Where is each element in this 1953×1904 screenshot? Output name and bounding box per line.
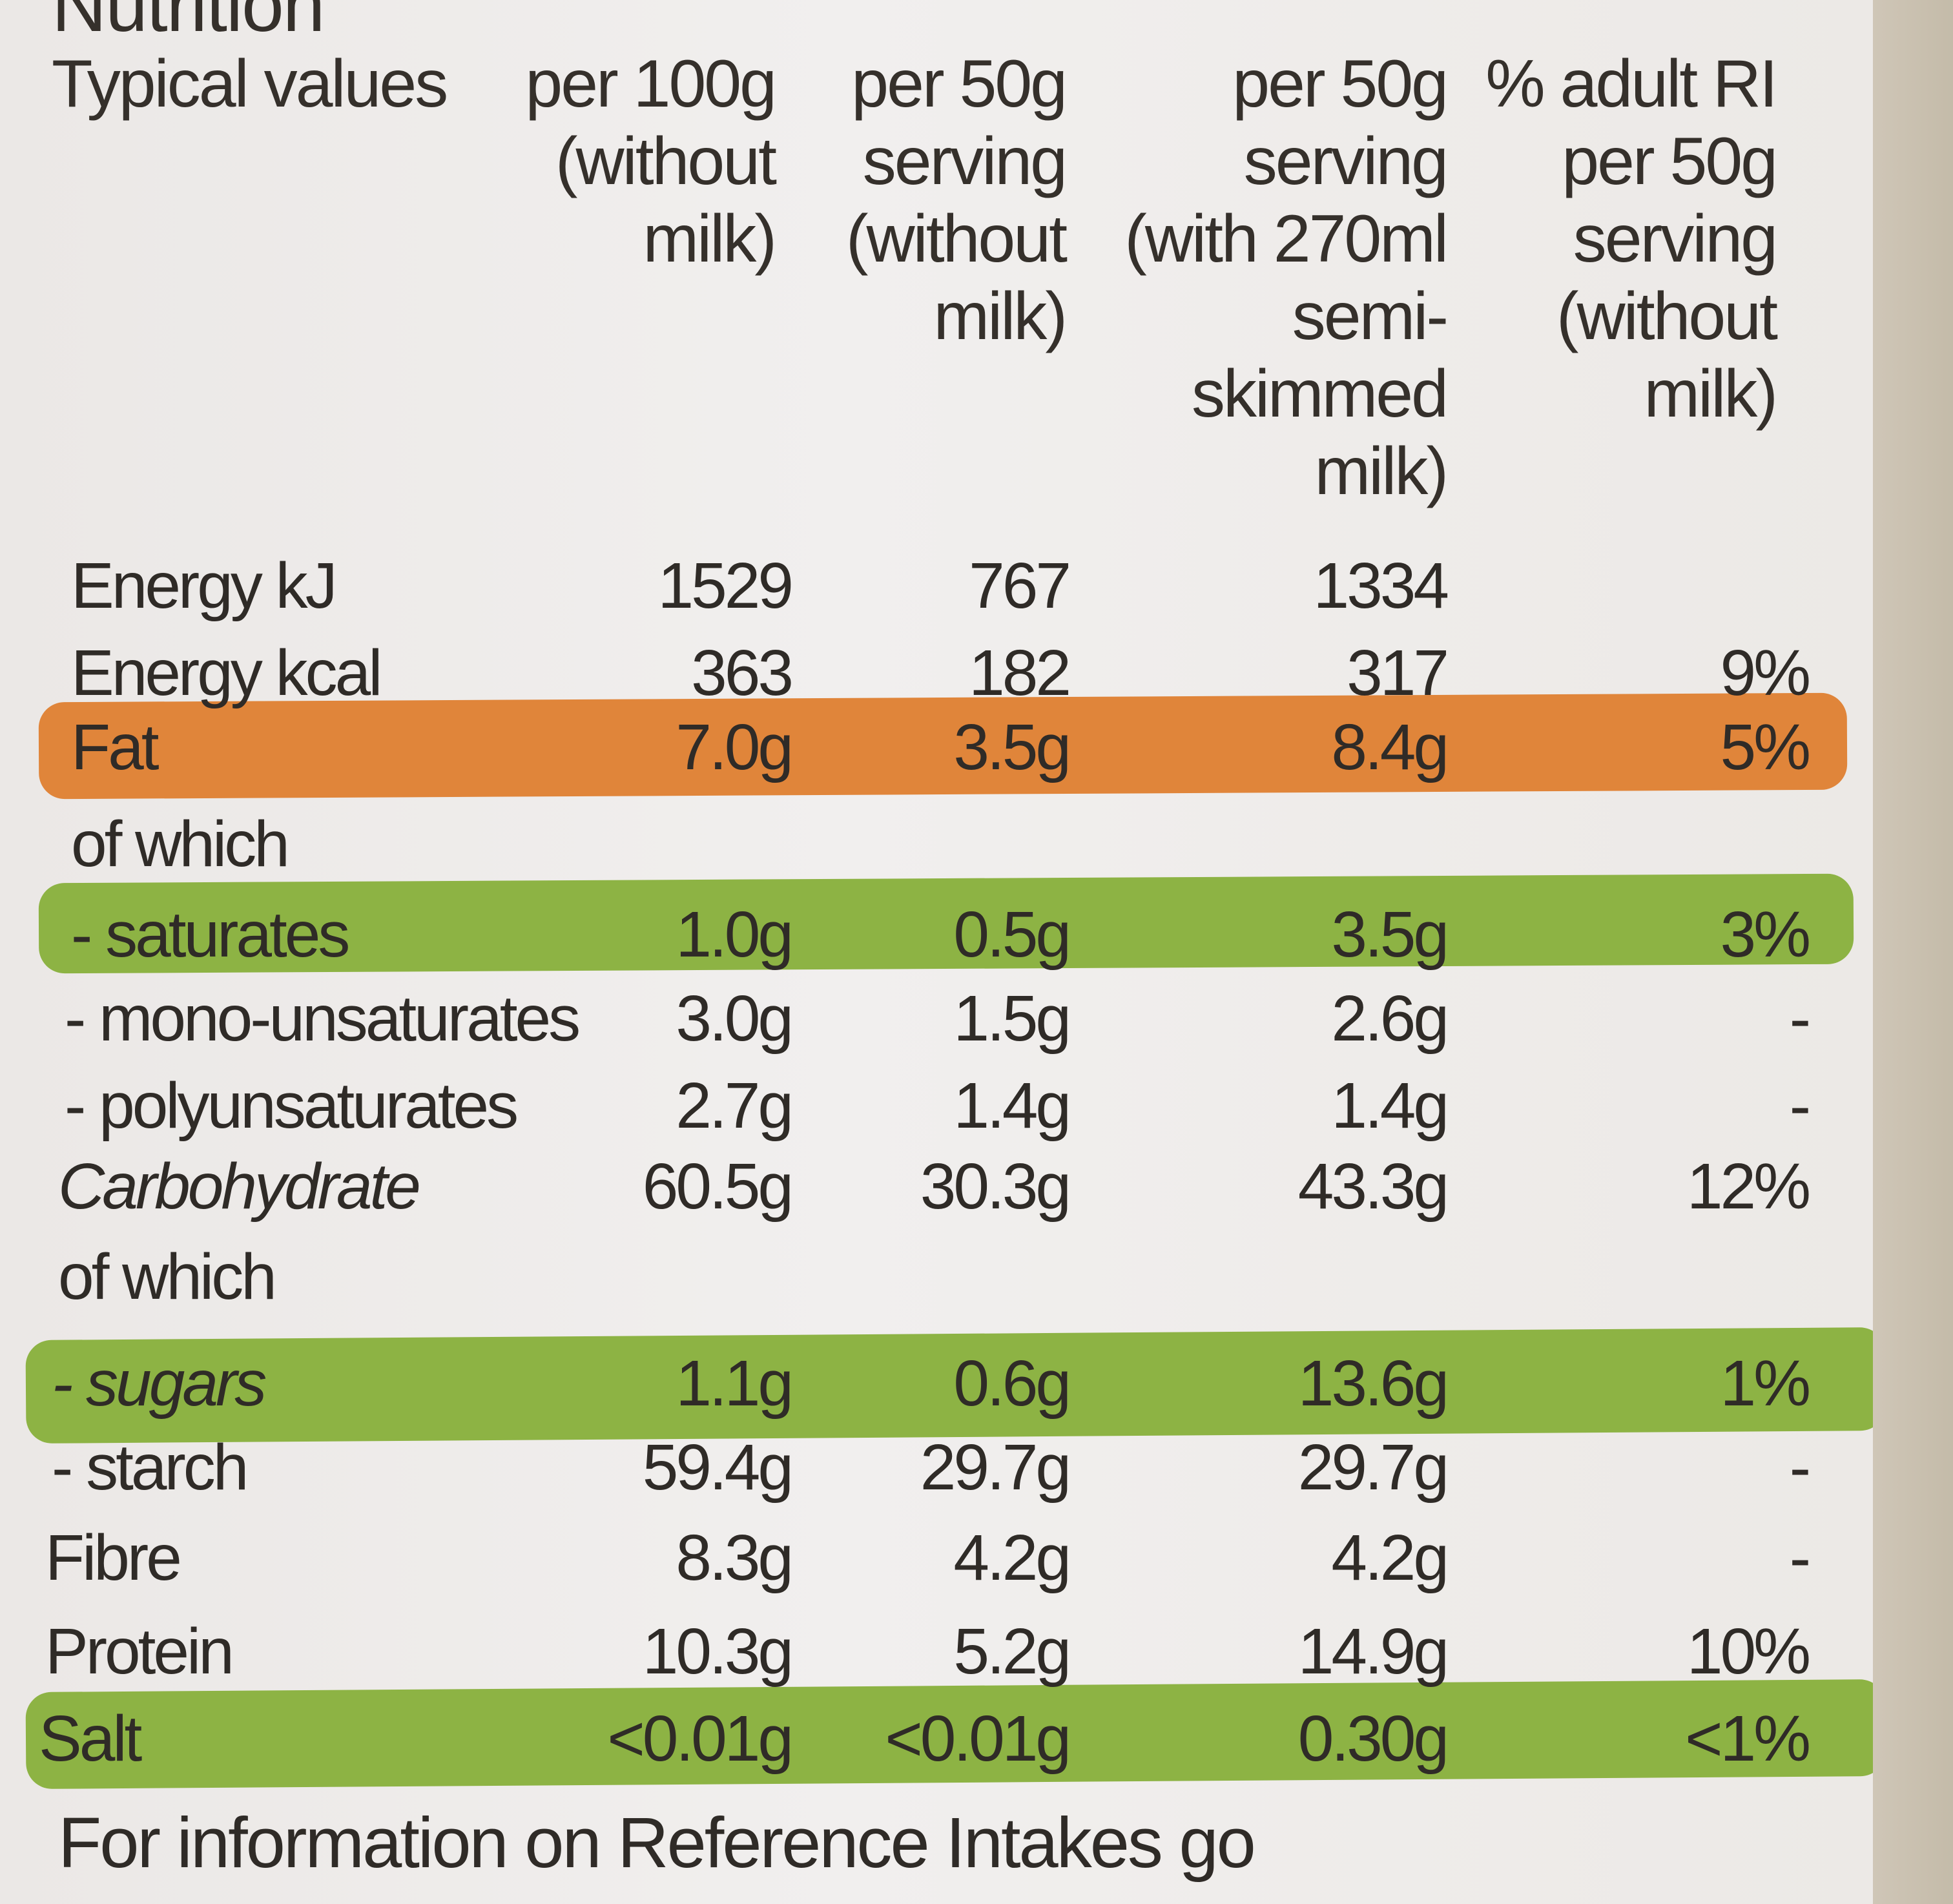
table-row: of which (0, 807, 1873, 885)
value-adult-ri: 5% (1720, 711, 1811, 783)
row-name: - saturates (71, 898, 350, 971)
row-name: of which (71, 808, 290, 880)
value-per-50g-with-milk: 14.9g (1297, 1615, 1449, 1688)
value-per-100g: 60.5g (642, 1150, 794, 1223)
table-row: Fat 7.0g 3.5g 8.4g 5% (0, 710, 1873, 788)
value-per-50g-with-milk: 317 (1347, 637, 1449, 709)
value-per-100g: 8.3g (676, 1522, 794, 1594)
value-per-50g-with-milk: 3.5g (1331, 898, 1449, 971)
header-per-100g: per 100g (without milk) (525, 47, 777, 276)
value-per-50g: <0.01g (885, 1702, 1071, 1775)
value-per-50g: 1.5g (953, 982, 1071, 1055)
row-name: Fat (71, 711, 159, 783)
row-name: - mono-unsaturates (65, 982, 581, 1055)
value-per-50g-with-milk: 43.3g (1297, 1150, 1449, 1223)
value-adult-ri: 9% (1720, 637, 1811, 709)
value-per-100g: 1.0g (676, 898, 794, 971)
value-per-50g: 182 (969, 637, 1071, 709)
value-per-50g-with-milk: 29.7g (1297, 1431, 1449, 1504)
background-surface (1873, 0, 1953, 1904)
value-per-50g: 4.2g (953, 1522, 1071, 1594)
value-per-50g-with-milk: 2.6g (1331, 982, 1449, 1055)
value-adult-ri: - (1789, 1431, 1811, 1504)
value-adult-ri: - (1789, 1070, 1811, 1142)
table-row: - starch 59.4g 29.7g 29.7g - (0, 1431, 1873, 1508)
table-row: of which (0, 1240, 1873, 1318)
header-per-50g-with-milk: per 50g serving (with 270ml semi- skimme… (1124, 47, 1449, 509)
value-per-50g: 0.5g (953, 898, 1071, 971)
value-adult-ri: 12% (1686, 1150, 1811, 1223)
value-per-100g: 7.0g (676, 711, 794, 783)
value-per-50g: 29.7g (920, 1431, 1071, 1504)
row-name: of which (58, 1241, 277, 1313)
value-per-50g: 0.6g (953, 1347, 1071, 1420)
value-adult-ri: <1% (1685, 1702, 1811, 1775)
value-adult-ri: 10% (1686, 1615, 1811, 1688)
value-per-100g: 3.0g (676, 982, 794, 1055)
value-per-100g: <0.01g (607, 1702, 794, 1775)
nutrition-label: Nutrition Typical values per 100g (witho… (0, 0, 1886, 1904)
value-per-100g: 1.1g (676, 1347, 794, 1420)
header-per-50g-serving: per 50g serving (without milk) (845, 47, 1068, 354)
row-name: Carbohydrate (58, 1150, 421, 1223)
value-per-50g-with-milk: 1334 (1313, 550, 1449, 622)
value-per-50g-with-milk: 4.2g (1331, 1522, 1449, 1594)
value-adult-ri: - (1789, 1522, 1811, 1594)
value-per-50g: 767 (969, 550, 1071, 622)
table-row: Salt <0.01g <0.01g 0.30g <1% (0, 1702, 1873, 1779)
value-adult-ri: 1% (1720, 1347, 1811, 1420)
table-row: Energy kcal 363 182 317 9% (0, 636, 1873, 714)
value-per-50g: 3.5g (953, 711, 1071, 783)
row-name: Protein (45, 1615, 234, 1688)
value-per-50g-with-milk: 0.30g (1297, 1702, 1449, 1775)
row-name: - sugars (52, 1347, 267, 1420)
table-row: - sugars 1.1g 0.6g 13.6g 1% (0, 1347, 1873, 1424)
value-per-100g: 1529 (657, 550, 794, 622)
table-row: - polyunsaturates 2.7g 1.4g 1.4g - (0, 1069, 1873, 1146)
value-per-100g: 363 (691, 637, 794, 709)
value-per-50g-with-milk: 1.4g (1331, 1070, 1449, 1142)
reference-intakes-note: For information on Reference Intakes go (58, 1803, 1256, 1883)
value-adult-ri: - (1789, 982, 1811, 1055)
value-per-50g: 5.2g (953, 1615, 1071, 1688)
row-name: - polyunsaturates (65, 1070, 519, 1142)
table-row: Energy kJ 1529 767 1334 (0, 549, 1873, 626)
value-per-100g: 10.3g (642, 1615, 794, 1688)
value-per-50g: 30.3g (920, 1150, 1071, 1223)
value-per-50g-with-milk: 8.4g (1331, 711, 1449, 783)
table-row: - mono-unsaturates 3.0g 1.5g 2.6g - (0, 982, 1873, 1059)
value-per-50g: 1.4g (953, 1070, 1071, 1142)
row-name: Fibre (45, 1522, 182, 1594)
row-name: - starch (52, 1431, 249, 1504)
value-adult-ri: 3% (1720, 898, 1811, 971)
nutrition-title: Nutrition (52, 0, 325, 48)
row-name: Energy kJ (71, 550, 338, 622)
table-row: Carbohydrate 60.5g 30.3g 43.3g 12% (0, 1150, 1873, 1227)
value-per-50g-with-milk: 13.6g (1297, 1347, 1449, 1420)
table-row: Fibre 8.3g 4.2g 4.2g - (0, 1521, 1873, 1599)
header-typical-values: Typical values (52, 47, 448, 121)
table-row: Protein 10.3g 5.2g 14.9g 10% (0, 1615, 1873, 1692)
table-row: - saturates 1.0g 0.5g 3.5g 3% (0, 898, 1873, 975)
value-per-100g: 2.7g (676, 1070, 794, 1142)
value-per-100g: 59.4g (642, 1431, 794, 1504)
header-adult-ri: % adult RI per 50g serving (without milk… (1485, 47, 1778, 431)
row-name: Salt (39, 1702, 142, 1775)
row-name: Energy kcal (71, 637, 382, 709)
